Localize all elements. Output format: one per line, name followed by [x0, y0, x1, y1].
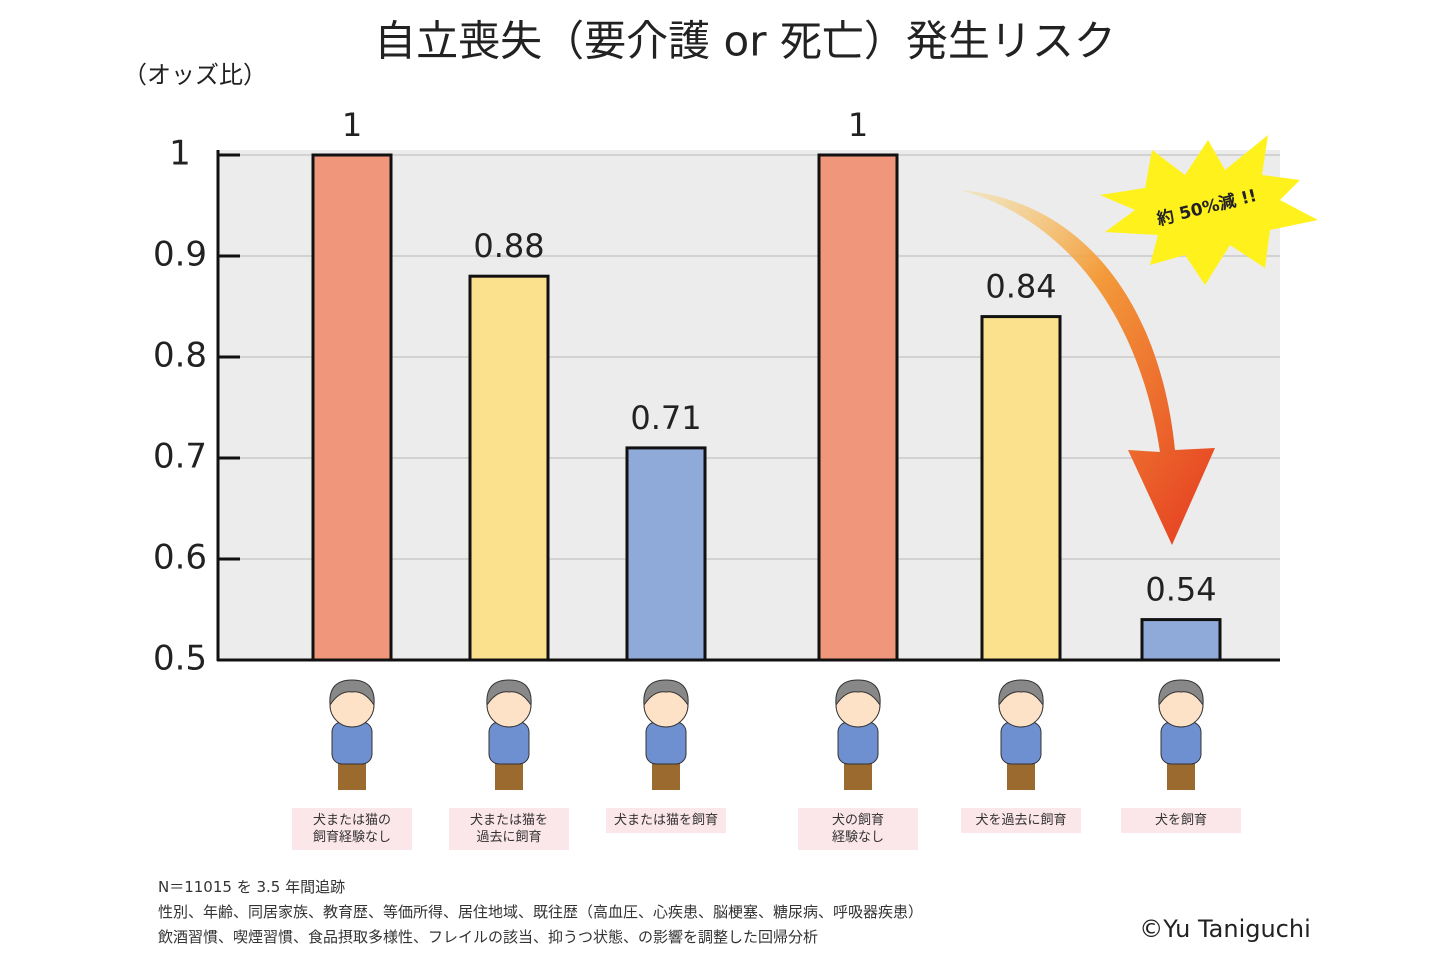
starburst — [1100, 135, 1318, 285]
value-label: 0.84 — [985, 268, 1056, 306]
credit: ©Yu Taniguchi — [1139, 915, 1311, 943]
bar — [817, 153, 899, 662]
bar — [980, 315, 1062, 662]
footnote: 性別、年齢、同居家族、教育歴、等価所得、居住地域、既往歴（高血圧、心疾患、脳梗塞… — [158, 903, 924, 921]
y-tick-label: 0.7 — [153, 437, 207, 477]
person-legs — [1007, 760, 1035, 790]
person-icon — [835, 679, 881, 790]
person-icon — [1158, 679, 1204, 790]
value-label: 0.88 — [473, 227, 544, 265]
person-legs — [495, 760, 523, 790]
person-body — [331, 721, 373, 765]
bar — [1140, 618, 1222, 662]
plot-background — [218, 150, 1280, 660]
person-body — [1000, 721, 1042, 765]
value-label: 1 — [848, 106, 868, 144]
value-label: 1 — [342, 106, 362, 144]
x-category-label: 犬または猫を飼育 — [606, 808, 726, 833]
x-category-label: 犬または猫の 飼育経験なし — [292, 808, 412, 850]
person-legs — [338, 760, 366, 790]
chart-title: 自立喪失（要介護 or 死亡）発生リスク — [374, 17, 1116, 66]
bars — [311, 153, 1222, 662]
y-tick-label: 0.6 — [153, 538, 207, 578]
person-legs — [844, 760, 872, 790]
y-tick-label: 0.8 — [153, 336, 207, 376]
person-hair — [329, 679, 375, 707]
person-icon — [998, 679, 1044, 790]
person-icon — [643, 679, 689, 790]
x-category-label: 犬または猫を 過去に飼育 — [449, 808, 569, 850]
person-hair — [835, 679, 881, 707]
x-category-label: 犬を飼育 — [1121, 808, 1241, 833]
person-body — [837, 721, 879, 765]
y-tick-label: 1 — [169, 134, 191, 174]
person-body — [645, 721, 687, 765]
bar — [625, 446, 707, 662]
bar — [311, 153, 393, 662]
person-hair — [1158, 679, 1204, 707]
footnote: 飲酒習慣、喫煙習慣、食品摂取多様性、フレイルの該当、抑うつ状態、の影響を調整した… — [158, 928, 819, 946]
y-tick-label: 0.9 — [153, 235, 207, 275]
person-body — [1160, 721, 1202, 765]
x-category-label: 犬を過去に飼育 — [961, 808, 1081, 833]
y-axis-label: （オッズ比） — [123, 61, 267, 89]
person-icon — [486, 679, 532, 790]
value-label: 0.71 — [630, 399, 701, 437]
person-legs — [652, 760, 680, 790]
value-label: 0.54 — [1145, 571, 1216, 609]
person-hair — [643, 679, 689, 707]
x-category-label: 犬の飼育 経験なし — [798, 808, 918, 850]
person-legs — [1167, 760, 1195, 790]
person-hair — [998, 679, 1044, 707]
person-icon — [329, 679, 375, 790]
y-tick-label: 0.5 — [153, 639, 207, 679]
footnote: N＝11015 を 3.5 年間追跡 — [158, 878, 346, 896]
bar — [468, 274, 550, 662]
person-hair — [486, 679, 532, 707]
person-body — [488, 721, 530, 765]
decrease-arrow — [960, 190, 1215, 545]
